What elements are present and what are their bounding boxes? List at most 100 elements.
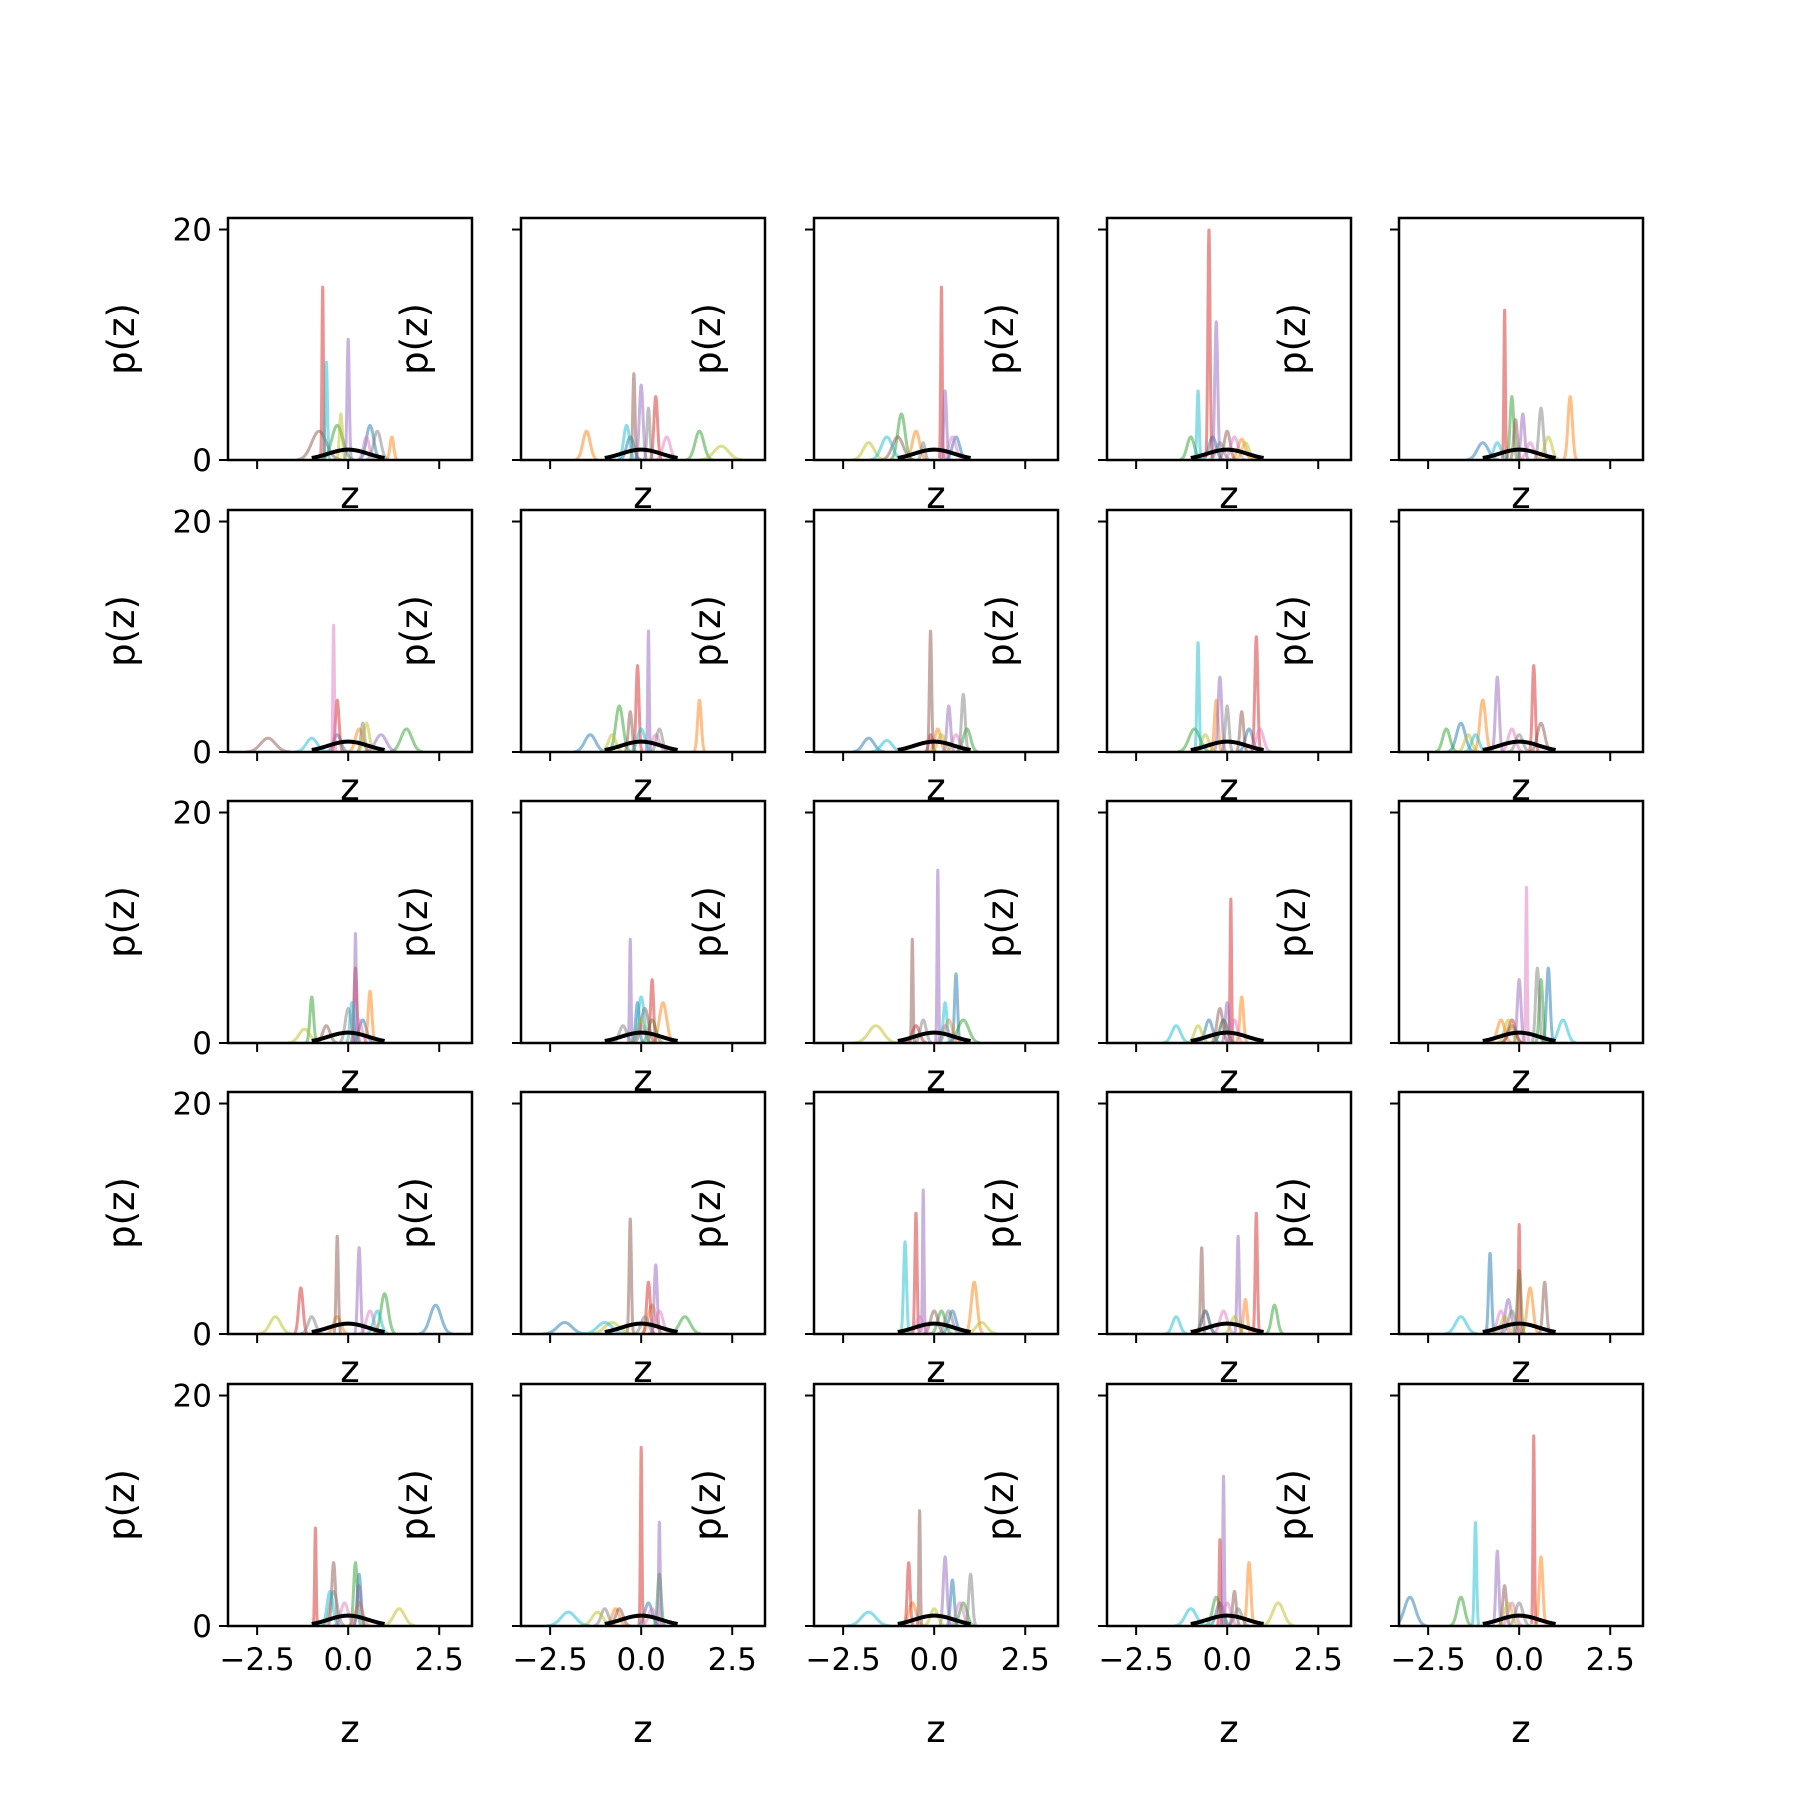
pdf-curve <box>311 1526 320 1626</box>
pdf-curve <box>698 444 744 460</box>
subplot-4-2: z p(z) <box>393 1090 767 1391</box>
x-tick-label: 0.0 <box>1495 1642 1544 1678</box>
pdf-curve <box>1173 1607 1208 1626</box>
y-axis-label: p(z) <box>393 303 436 375</box>
pdf-curve <box>1164 1315 1189 1334</box>
subplot-3-1: 0 20 z p(z) <box>100 796 474 1100</box>
subplot-3-5: z p(z) <box>1271 799 1645 1100</box>
pdf-curve <box>296 429 342 460</box>
pdf-curve <box>929 733 954 752</box>
y-axis-label: p(z) <box>393 595 436 667</box>
pdf-curve <box>1162 1024 1191 1043</box>
y-axis-label: p(z) <box>686 1177 729 1249</box>
pdf-curve <box>1434 727 1459 752</box>
plot-area <box>572 629 707 752</box>
x-axis-label: z <box>633 766 652 809</box>
axes-frame <box>519 1090 767 1336</box>
x-axis-label: z <box>926 474 945 517</box>
pdf-curve <box>1508 418 1523 460</box>
subplot-5-1: −2.5 0.0 2.5 0 20 z p(z) <box>100 1379 474 1751</box>
axes-frame <box>1105 799 1353 1045</box>
aggregate-curve <box>311 447 385 460</box>
pdf-curve <box>1472 698 1493 752</box>
pdf-curve <box>1456 733 1481 752</box>
x-tick-label: −2.5 <box>219 1642 294 1678</box>
plot-area <box>846 1509 978 1626</box>
pdf-curve <box>908 937 916 1043</box>
x-axis-label: z <box>340 766 359 809</box>
y-axis-label: p(z) <box>100 595 143 667</box>
pdf-curve <box>1507 733 1532 752</box>
y-axis-label: p(z) <box>686 303 729 375</box>
pdf-curve <box>1251 1211 1262 1334</box>
subplot-4-3: z p(z) <box>686 1090 1060 1391</box>
plot-area <box>897 1188 999 1334</box>
y-tick-label: 0 <box>192 1609 212 1645</box>
x-tick-label: 2.5 <box>1294 1642 1343 1678</box>
pdf-curve <box>258 1315 293 1334</box>
y-axis-label: p(z) <box>1271 303 1314 375</box>
x-tick-label: −2.5 <box>512 1642 587 1678</box>
axes-frame <box>226 508 474 754</box>
x-tick-label: 0.0 <box>324 1642 373 1678</box>
pdf-curve <box>1522 885 1531 1042</box>
pdf-curve <box>1500 308 1509 459</box>
axes-frame <box>1397 508 1645 754</box>
axes-frame <box>812 1090 1060 1336</box>
pdf-curve <box>1177 727 1212 752</box>
y-tick-label: 0 <box>192 443 212 479</box>
y-axis-label: p(z) <box>979 1469 1022 1541</box>
pdf-curve <box>329 623 338 751</box>
x-axis-label: z <box>633 1057 652 1100</box>
subplot-3-3: z p(z) <box>686 799 1060 1100</box>
x-tick-label: 2.5 <box>1586 1642 1635 1678</box>
pdf-curve <box>345 1001 359 1043</box>
pdf-curve <box>245 736 291 752</box>
pdf-curve <box>1260 1601 1296 1626</box>
x-axis-label: z <box>1219 474 1238 517</box>
subplot-2-5: z p(z) <box>1271 508 1645 809</box>
pdf-curve <box>343 337 353 460</box>
pdf-curve <box>1207 441 1232 460</box>
plot-area <box>1465 308 1578 460</box>
pdf-curve <box>1498 1297 1519 1334</box>
plot-area <box>851 285 971 460</box>
y-tick-label: 20 <box>173 1087 212 1123</box>
aggregate-curve <box>1190 739 1264 752</box>
pdf-curve <box>853 1024 899 1043</box>
pdf-curve <box>1465 441 1500 460</box>
pdf-curve <box>294 736 329 752</box>
x-axis-label: z <box>1511 766 1530 809</box>
aggregate-curve <box>897 1613 971 1626</box>
pdf-curve <box>933 1024 958 1043</box>
pdf-curve <box>929 1309 954 1334</box>
plot-area <box>1173 1474 1296 1626</box>
plot-area <box>1434 664 1556 752</box>
axes-frame <box>1105 1382 1353 1628</box>
y-axis-label: p(z) <box>979 303 1022 375</box>
pdf-curve <box>846 1610 892 1626</box>
pdf-curve <box>1211 1309 1236 1334</box>
pdf-curve <box>907 1315 932 1334</box>
axes-frame <box>519 799 767 1045</box>
pdf-curve <box>632 1315 657 1334</box>
aggregate-curve <box>604 1030 678 1043</box>
pdf-curve <box>851 441 886 460</box>
y-tick-label: 20 <box>173 505 212 541</box>
axes-frame <box>226 1090 474 1336</box>
subplot-4-5: z p(z) <box>1271 1090 1645 1391</box>
subplot-2-1: 0 20 z p(z) <box>100 505 474 809</box>
pdf-curve <box>1210 1006 1230 1043</box>
pdf-curve <box>851 736 886 752</box>
y-axis-label: p(z) <box>393 1469 436 1541</box>
pdf-curve <box>335 412 347 460</box>
axes-frame <box>1397 1382 1645 1628</box>
pdf-curve <box>916 441 930 460</box>
subplot-5-4: −2.5 0.0 2.5 z p(z) <box>979 1382 1353 1751</box>
pdf-curve <box>1443 1315 1479 1334</box>
pdf-curve <box>899 1240 911 1334</box>
x-axis-label: z <box>926 1057 945 1100</box>
pdf-curve <box>338 1006 359 1043</box>
pdf-curve <box>637 1445 645 1625</box>
pdf-curve <box>1222 1315 1247 1334</box>
